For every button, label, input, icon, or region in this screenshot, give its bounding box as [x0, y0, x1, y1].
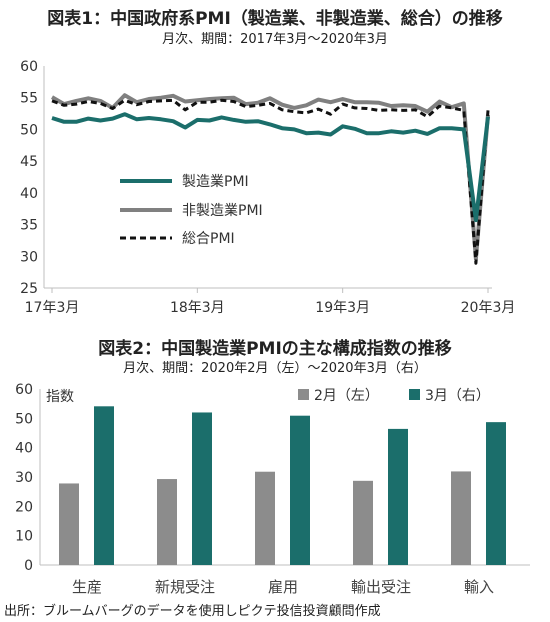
chart1-x-tick-label: 18年3月 [170, 300, 225, 316]
chart2-bar-mar [94, 406, 114, 565]
chart2-legend-label: 2月（左） [314, 388, 379, 404]
chart1-y-tick-label: 50 [20, 122, 38, 138]
chart2-y-tick-label: 30 [15, 470, 33, 486]
chart2-bar-feb [157, 479, 177, 565]
chart2-y-axis-label: 指数 [46, 389, 74, 405]
chart2-category-label: 輸入 [464, 578, 494, 596]
chart2-y-tick-label: 20 [15, 499, 33, 515]
chart2-category-label: 雇用 [268, 578, 298, 596]
chart1-x-tick-label: 17年3月 [25, 300, 80, 316]
chart1-series-manufacturing-line [51, 112, 490, 223]
chart2-bar-feb [255, 471, 275, 565]
chart2-y-tick-label: 60 [15, 382, 33, 398]
chart1-subtitle: 月次、期間：2017年3月～2020年3月 [162, 32, 388, 47]
chart2-bar-mar [192, 412, 212, 565]
chart2-bar-mar [290, 415, 310, 565]
chart2-y-tick-label: 0 [24, 558, 33, 574]
chart2-category-label: 輸出受注 [351, 578, 411, 596]
chart1-y-tick-label: 45 [20, 154, 38, 170]
chart1-series-nonmanufacturing-line [50, 93, 490, 261]
chart1-x-tick-label: 19年3月 [315, 300, 370, 316]
chart2-category-label: 新規受注 [155, 578, 215, 596]
chart1-legend-label: 非製造業PMI [182, 203, 263, 219]
chart2-subtitle: 月次、期間：2020年2月（左）～2020年3月（右） [123, 361, 427, 376]
chart1-title: 図表1：中国政府系PMI（製造業、非製造業、総合）の推移 [47, 9, 503, 29]
chart2-bar-mar [486, 422, 506, 565]
chart1-line-chart: 25 30 35 40 45 50 55 60 17年3月 18年3月 19年3月 20年3月 製造業P… [20, 59, 516, 316]
chart1-x-tick-label: 20年3月 [461, 300, 516, 316]
chart2-legend-label: 3月（右） [425, 388, 490, 404]
chart2-y-tick-label: 40 [15, 441, 33, 457]
chart2-legend-swatch [409, 389, 420, 400]
chart1-legend-label: 総合PMI [182, 231, 235, 247]
chart1-y-tick-label: 35 [20, 218, 38, 234]
chart1-legend-label: 製造業PMI [182, 174, 249, 190]
chart2-y-tick-label: 10 [15, 529, 33, 545]
source-note: 出所：ブルームバーグのデータを使用しピクテ投信投資顧問作成 [4, 604, 381, 619]
chart1-series-composite-line [51, 98, 490, 265]
chart1-y-tick-label: 40 [20, 186, 38, 202]
chart1-y-tick-label: 55 [20, 91, 38, 107]
chart2-title: 図表2：中国製造業PMIの主な構成指数の推移 [98, 339, 452, 359]
chart2-bar-mar [388, 428, 408, 565]
chart2-y-tick-label: 50 [15, 411, 33, 427]
chart1-y-tick-label: 60 [20, 59, 38, 75]
chart2-category-label: 生産 [72, 578, 102, 596]
chart1-y-tick-label: 30 [20, 249, 38, 265]
chart2-bar-feb [59, 483, 79, 565]
chart1-y-tick-label: 25 [20, 281, 38, 297]
chart2-legend-swatch [298, 389, 309, 400]
chart2-bar-feb [451, 471, 471, 565]
chart2-bar-feb [353, 480, 373, 565]
